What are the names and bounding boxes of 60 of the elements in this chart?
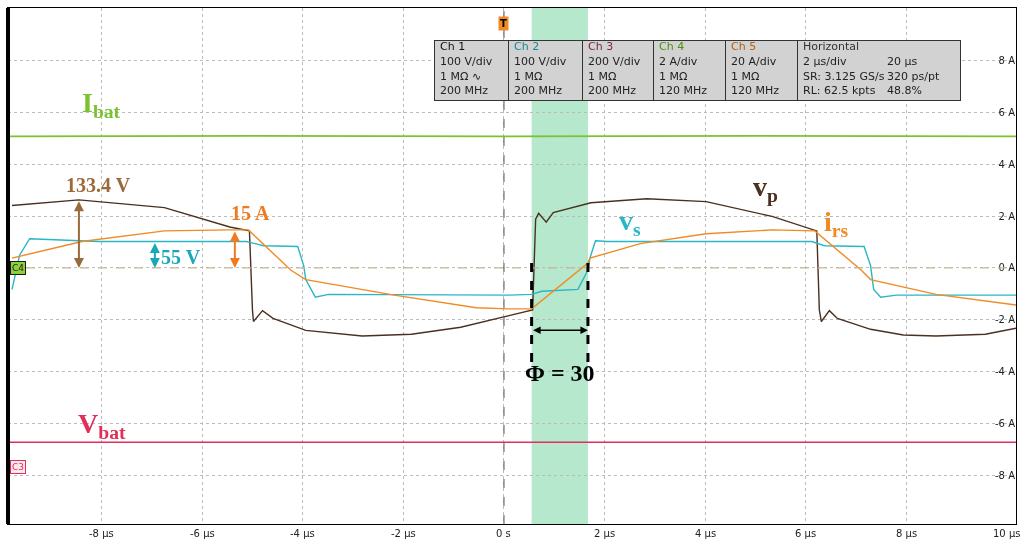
annotation: 55 V (161, 246, 201, 268)
y-tick-label: 0 A (998, 262, 1016, 274)
annotation: Horizontal (803, 40, 860, 53)
annotation: T (500, 18, 507, 29)
annotation: 133.4 V (66, 174, 131, 196)
y-tick-label: 2 A (998, 210, 1016, 222)
x-tick-label: 8 µs (896, 528, 918, 539)
annotation: 20 µs (887, 55, 918, 68)
annotation: 1 MΩ (588, 70, 617, 83)
series-label: v$_{s}$ (619, 205, 641, 240)
annotation: 1 MΩ ∿ (440, 70, 482, 83)
annotation: RL: 62.5 kpts (803, 84, 876, 97)
y-tick-label: 4 A (998, 158, 1016, 170)
series-label: I$_{bat}$ (82, 87, 121, 122)
annotation: C3 (12, 462, 25, 472)
annotation: Ch 5 (731, 40, 757, 53)
annotation: 120 MHz (731, 84, 780, 97)
series-label: i$_{rs}$ (824, 206, 849, 241)
annotation: 2 µs/div (803, 55, 847, 68)
x-tick-label: 4 µs (695, 528, 717, 539)
y-tick-label: -6 A (995, 417, 1016, 429)
annotation: C4 (12, 263, 25, 273)
annotation: Φ = 30 (525, 360, 595, 386)
line-series (11, 229, 1016, 310)
annotation: 200 MHz (514, 84, 563, 97)
x-tick-label: 2 µs (594, 528, 616, 539)
y-tick-label: -8 A (995, 469, 1016, 481)
annotation: 1 MΩ (659, 70, 688, 83)
annotation: Ch 3 (588, 40, 614, 53)
series-label: v$_{p}$ (753, 171, 778, 206)
annotation: 320 ps/pt (887, 70, 940, 83)
annotation: 100 V/div (514, 55, 567, 68)
y-tick-label: -2 A (995, 314, 1016, 326)
annotation: Ch 4 (659, 40, 685, 53)
annotation: Ch 2 (514, 40, 540, 53)
x-tick-label: 0 s (496, 528, 511, 539)
y-tick-label: -4 A (995, 366, 1016, 377)
annotation: 1 MΩ (514, 70, 543, 83)
annotation: 200 MHz (440, 84, 489, 97)
annotation: 120 MHz (659, 84, 708, 97)
annotation: 1 MΩ (731, 70, 760, 83)
y-tick-label: 6 A (998, 107, 1016, 119)
series-label: V$_{bat}$ (78, 408, 126, 443)
x-tick-label: -2 µs (391, 528, 416, 539)
annotation: 15 A (231, 202, 270, 224)
annotation: Ch 1 (440, 40, 466, 53)
annotation: 2 A/div (659, 55, 698, 68)
annotation: 100 V/div (440, 55, 493, 68)
x-tick-label: -6 µs (190, 528, 215, 539)
annotation: 20 A/div (731, 55, 777, 68)
x-tick-label: 6 µs (795, 528, 817, 539)
annotation: 48.8% (887, 84, 922, 97)
line-series (11, 237, 1016, 298)
x-tick-label: 10 µs (993, 528, 1021, 539)
x-tick-label: -8 µs (89, 528, 114, 539)
annotation: SR: 3.125 GS/s (803, 70, 885, 83)
x-tick-label: -4 µs (290, 528, 315, 539)
annotation: 200 V/div (588, 55, 641, 68)
y-tick-label: 8 A (998, 55, 1016, 67)
annotation: 200 MHz (588, 84, 637, 97)
